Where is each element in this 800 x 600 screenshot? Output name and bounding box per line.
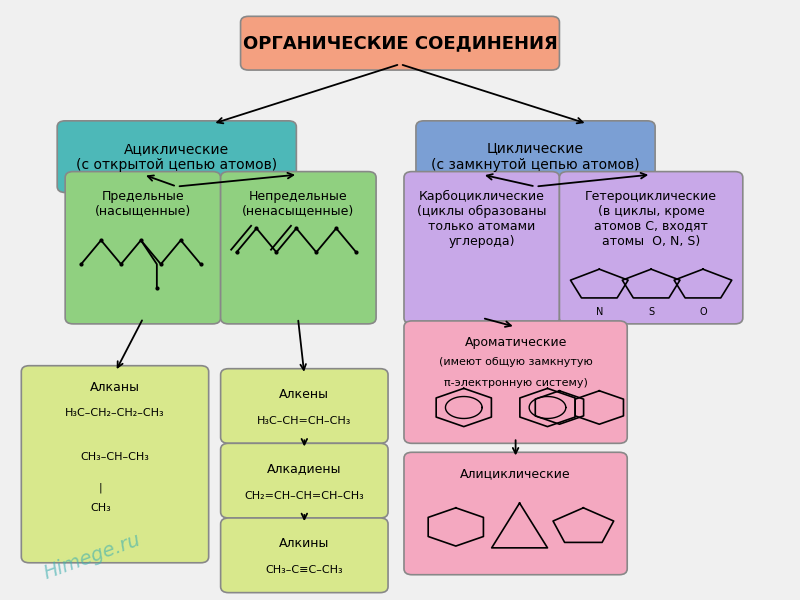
FancyBboxPatch shape xyxy=(221,443,388,518)
Text: O: O xyxy=(699,307,706,317)
Text: CH₃: CH₃ xyxy=(90,503,111,513)
Text: Himege.ru: Himege.ru xyxy=(42,530,143,583)
FancyBboxPatch shape xyxy=(221,368,388,443)
Text: Алкены: Алкены xyxy=(279,388,330,401)
FancyBboxPatch shape xyxy=(404,321,627,443)
Text: Алканы: Алканы xyxy=(90,380,140,394)
Text: Предельные
(насыщенные): Предельные (насыщенные) xyxy=(94,190,191,218)
Text: S: S xyxy=(648,307,654,317)
Text: Гетероциклические
(в циклы, кроме
атомов С, входят
атомы  O, N, S): Гетероциклические (в циклы, кроме атомов… xyxy=(585,190,717,248)
Text: Ациклические
(с открытой цепью атомов): Ациклические (с открытой цепью атомов) xyxy=(76,142,278,172)
FancyBboxPatch shape xyxy=(65,172,221,324)
FancyBboxPatch shape xyxy=(559,172,743,324)
FancyBboxPatch shape xyxy=(221,518,388,593)
FancyBboxPatch shape xyxy=(404,172,559,324)
Text: (имеют общую замкнутую: (имеют общую замкнутую xyxy=(438,357,593,367)
FancyBboxPatch shape xyxy=(404,452,627,575)
Text: N: N xyxy=(596,307,603,317)
Text: Алициклические: Алициклические xyxy=(460,467,571,480)
Text: H₃C–CH=CH–CH₃: H₃C–CH=CH–CH₃ xyxy=(257,416,351,426)
Text: Ароматические: Ароматические xyxy=(465,336,566,349)
FancyBboxPatch shape xyxy=(241,16,559,70)
Text: Карбоциклические
(циклы образованы
только атомами
углерода): Карбоциклические (циклы образованы тольк… xyxy=(417,190,546,248)
Text: CH₃–CH–CH₃: CH₃–CH–CH₃ xyxy=(81,452,150,462)
Text: Алкины: Алкины xyxy=(279,537,330,550)
Text: CH₂=CH–CH=CH–CH₃: CH₂=CH–CH=CH–CH₃ xyxy=(245,491,364,500)
Text: π-электронную систему): π-электронную систему) xyxy=(444,377,587,388)
Text: Алкадиены: Алкадиены xyxy=(267,462,342,475)
FancyBboxPatch shape xyxy=(221,172,376,324)
Text: CH₃–C≡C–CH₃: CH₃–C≡C–CH₃ xyxy=(266,565,343,575)
Text: Непредельные
(ненасыщенные): Непредельные (ненасыщенные) xyxy=(242,190,354,218)
FancyBboxPatch shape xyxy=(22,365,209,563)
FancyBboxPatch shape xyxy=(416,121,655,193)
Text: Циклические
(с замкнутой цепью атомов): Циклические (с замкнутой цепью атомов) xyxy=(431,142,640,172)
Text: ОРГАНИЧЕСКИЕ СОЕДИНЕНИЯ: ОРГАНИЧЕСКИЕ СОЕДИНЕНИЯ xyxy=(242,34,558,52)
FancyBboxPatch shape xyxy=(57,121,296,193)
Text: H₃C–CH₂–CH₂–CH₃: H₃C–CH₂–CH₂–CH₃ xyxy=(65,407,165,418)
Text: |: | xyxy=(99,482,102,493)
